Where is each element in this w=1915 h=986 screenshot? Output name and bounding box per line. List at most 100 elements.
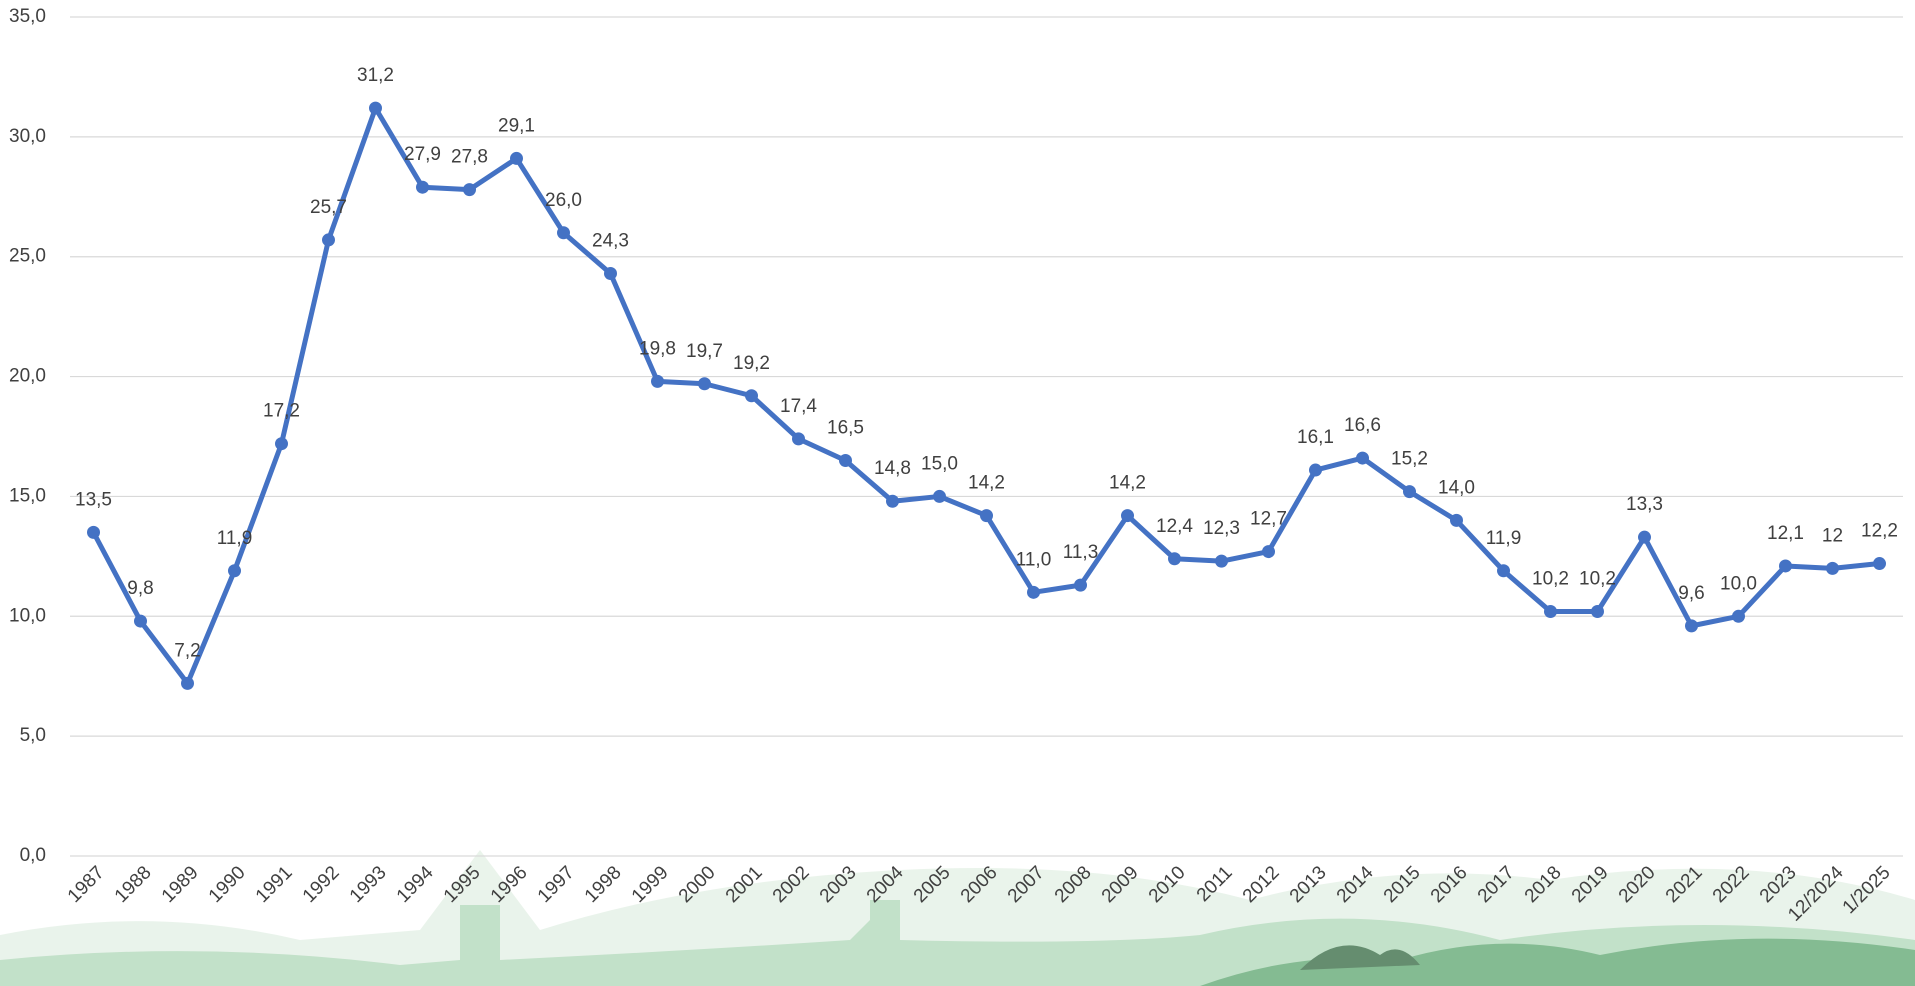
data-point bbox=[1591, 604, 1604, 618]
x-tick-label: 1997 bbox=[534, 862, 579, 907]
data-label: 9,8 bbox=[127, 578, 153, 599]
data-point bbox=[134, 614, 147, 628]
y-tick-label: 35,0 bbox=[9, 6, 46, 27]
data-label: 26,0 bbox=[545, 190, 582, 211]
data-label: 17,2 bbox=[263, 401, 300, 422]
data-point bbox=[1215, 554, 1228, 568]
data-point bbox=[1074, 578, 1087, 592]
y-tick-label: 10,0 bbox=[9, 605, 46, 626]
data-point bbox=[1356, 451, 1369, 465]
data-label: 12,1 bbox=[1767, 523, 1804, 544]
data-point bbox=[322, 233, 335, 247]
data-point bbox=[228, 564, 241, 578]
data-point bbox=[510, 151, 523, 165]
data-label: 9,6 bbox=[1678, 583, 1704, 604]
data-label: 17,4 bbox=[780, 396, 817, 417]
landscape-background bbox=[0, 850, 1915, 986]
data-label: 29,1 bbox=[498, 115, 535, 136]
data-label: 16,5 bbox=[827, 417, 864, 438]
data-label: 31,2 bbox=[357, 65, 394, 86]
x-tick-label: 1988 bbox=[111, 862, 156, 907]
data-point bbox=[1685, 619, 1698, 633]
data-label: 19,2 bbox=[733, 353, 770, 374]
data-label: 16,6 bbox=[1344, 415, 1381, 436]
data-point bbox=[1027, 585, 1040, 599]
data-point bbox=[1826, 561, 1839, 575]
data-point bbox=[1262, 545, 1275, 559]
data-label: 10,2 bbox=[1532, 569, 1569, 590]
x-tick-label: 1998 bbox=[581, 862, 626, 907]
data-point bbox=[745, 389, 758, 403]
data-label: 13,5 bbox=[75, 489, 112, 510]
data-point bbox=[604, 266, 617, 280]
data-point bbox=[369, 101, 382, 115]
data-label: 11,3 bbox=[1063, 542, 1099, 563]
data-label: 27,9 bbox=[404, 144, 441, 165]
data-label: 11,9 bbox=[1486, 528, 1522, 549]
data-label: 14,2 bbox=[968, 473, 1005, 494]
data-point bbox=[651, 374, 664, 388]
data-point bbox=[181, 676, 194, 690]
data-point bbox=[1544, 604, 1557, 618]
data-label: 16,1 bbox=[1297, 427, 1334, 448]
data-point bbox=[87, 525, 100, 539]
y-tick-label: 25,0 bbox=[9, 246, 46, 267]
y-tick-label: 0,0 bbox=[20, 845, 46, 866]
hill-dark bbox=[1200, 938, 1915, 986]
rocks bbox=[1300, 945, 1420, 970]
data-point bbox=[557, 226, 570, 240]
data-label: 12,7 bbox=[1250, 509, 1287, 530]
data-label: 11,9 bbox=[217, 528, 253, 549]
data-point bbox=[1450, 513, 1463, 527]
data-point bbox=[1309, 463, 1322, 477]
data-point bbox=[1497, 564, 1510, 578]
data-label: 12,4 bbox=[1156, 516, 1193, 537]
data-label: 7,2 bbox=[174, 640, 200, 661]
y-tick-label: 5,0 bbox=[20, 725, 46, 746]
data-line bbox=[91, 105, 1880, 686]
data-label: 27,8 bbox=[451, 147, 488, 168]
data-label: 24,3 bbox=[592, 231, 629, 252]
x-tick-label: 1987 bbox=[64, 862, 109, 907]
data-label: 14,8 bbox=[874, 458, 911, 479]
data-label: 12,3 bbox=[1203, 518, 1240, 539]
data-point bbox=[1873, 557, 1886, 571]
data-point bbox=[792, 432, 805, 446]
data-point bbox=[1638, 530, 1651, 544]
data-label: 15,0 bbox=[921, 453, 958, 474]
x-tick-label: 1993 bbox=[346, 862, 391, 907]
data-label: 14,2 bbox=[1109, 473, 1146, 494]
data-label: 19,8 bbox=[639, 338, 676, 359]
data-point bbox=[463, 183, 476, 197]
data-point bbox=[886, 494, 899, 508]
data-point bbox=[275, 437, 288, 451]
data-label: 12 bbox=[1822, 525, 1843, 546]
data-label: 10,0 bbox=[1720, 573, 1757, 594]
data-point bbox=[839, 453, 852, 467]
data-point bbox=[1779, 559, 1792, 573]
data-label: 15,2 bbox=[1391, 449, 1428, 470]
data-point bbox=[1121, 509, 1134, 523]
x-tick-label: 1992 bbox=[299, 862, 344, 907]
y-tick-label: 20,0 bbox=[9, 366, 46, 387]
y-tick-label: 15,0 bbox=[9, 485, 46, 506]
x-tick-label: 1990 bbox=[205, 862, 250, 907]
data-point bbox=[1732, 609, 1745, 623]
x-tick-label: 1994 bbox=[393, 862, 438, 907]
data-point bbox=[698, 377, 711, 391]
data-label: 12,2 bbox=[1861, 521, 1898, 542]
data-label: 25,7 bbox=[310, 197, 347, 218]
x-tick-label: 1989 bbox=[158, 862, 203, 907]
data-label: 19,7 bbox=[686, 341, 723, 362]
data-point bbox=[416, 180, 429, 194]
data-point bbox=[1403, 485, 1416, 499]
data-point bbox=[1168, 552, 1181, 566]
x-tick-label: 1991 bbox=[252, 862, 297, 907]
data-label: 11,0 bbox=[1016, 549, 1052, 570]
data-label: 10,2 bbox=[1579, 569, 1616, 590]
data-label: 14,0 bbox=[1438, 477, 1475, 498]
data-label: 13,3 bbox=[1626, 494, 1663, 515]
y-tick-label: 30,0 bbox=[9, 126, 46, 147]
